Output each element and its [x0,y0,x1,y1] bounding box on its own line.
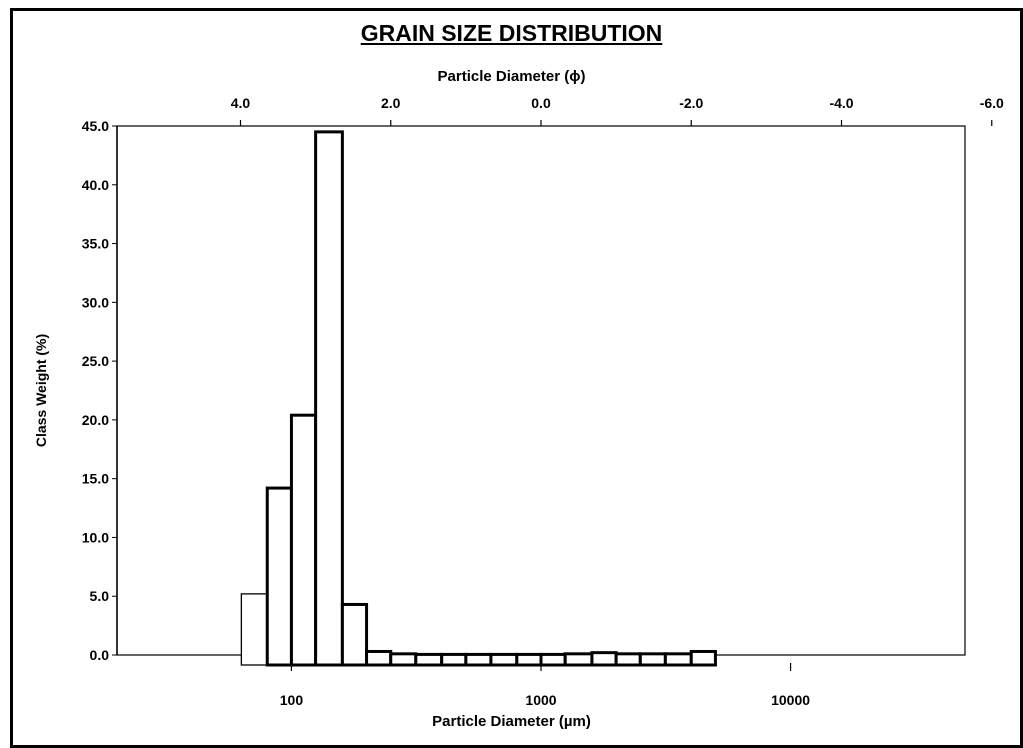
histogram-bar [240,593,268,666]
histogram-bar [265,486,293,667]
histogram-bar [614,652,642,667]
x2-axis-title: Particle Diameter (ϕ) [437,68,586,85]
histogram-bar [539,652,567,667]
y-tick-label: 35.0 [82,236,109,252]
histogram-bar [590,651,618,667]
x2-tick-label: -2.0 [679,95,703,111]
y-tick-label: 0.0 [90,647,110,663]
x2-tick-label: 0.0 [531,95,551,111]
x-tick-label: 100 [280,692,304,708]
histogram-bar [515,652,543,667]
x-tick-label: 1000 [525,692,556,708]
histogram-bar [414,652,444,667]
y-tick-label: 20.0 [82,412,109,428]
histogram-bar [340,602,369,667]
histogram-bar [365,649,393,667]
x2-tick-label: -6.0 [980,95,1004,111]
y-tick-label: 25.0 [82,353,109,369]
histogram-bar [440,652,468,667]
plot-area [116,125,966,656]
chart-title: GRAIN SIZE DISTRIBUTION [360,20,663,46]
histogram-bar [464,652,493,667]
x-axis-title: Particle Diameter (µm) [432,713,591,730]
y-tick-label: 30.0 [82,294,109,310]
x-tick-label: 10000 [771,692,810,708]
histogram-bar [289,413,318,667]
histogram-bar [638,652,667,667]
histogram-bar [389,652,418,667]
y-tick-label: 15.0 [82,471,109,487]
y-tick-label: 45.0 [82,118,109,134]
x2-tick-label: 4.0 [231,95,251,111]
histogram-bar [663,652,693,667]
x2-tick-label: 2.0 [381,95,401,111]
histogram-bar [563,652,594,667]
y-tick-label: 10.0 [82,529,109,545]
y-tick-label: 40.0 [82,177,109,193]
y-axis-title: Class Weight (%) [33,334,49,447]
y-tick-label: 5.0 [90,588,110,604]
histogram-bar [689,649,717,667]
x2-tick-label: -4.0 [829,95,853,111]
histogram-bar [489,652,519,667]
histogram-bar [314,130,344,667]
